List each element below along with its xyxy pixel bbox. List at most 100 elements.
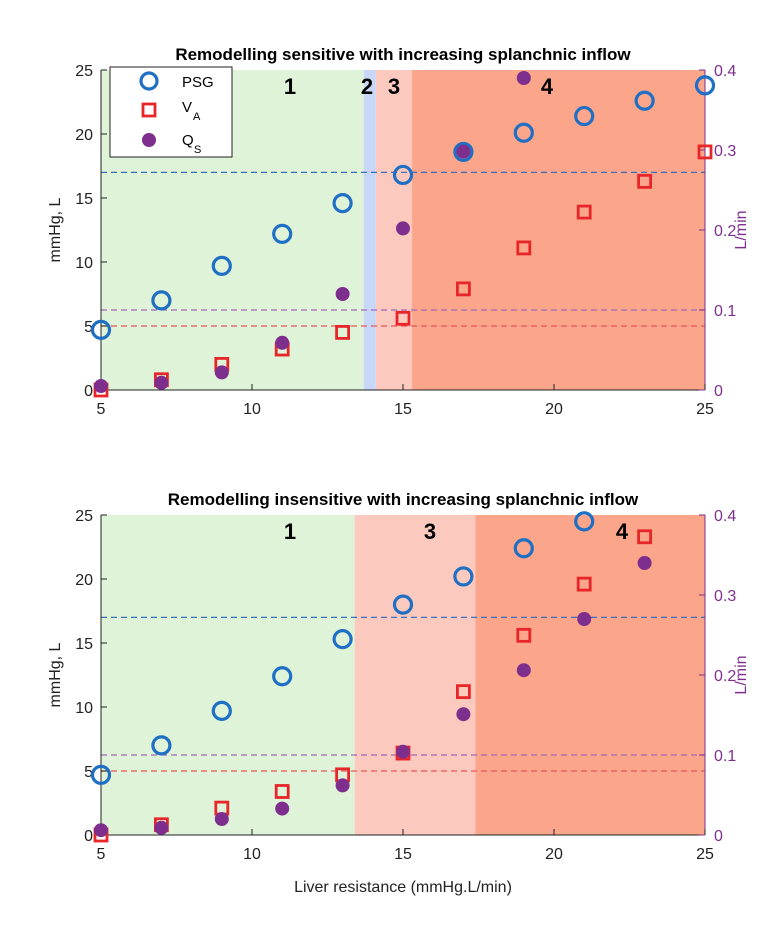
qs-point [516,71,531,85]
y-right-tick-label: 0.4 [714,63,736,80]
qs-point [214,365,229,380]
region-label-2: 2 [361,74,373,99]
psg-point [513,538,534,559]
psg-point [392,594,414,615]
psg-point [272,666,293,687]
chart-remodelling-sensitive: 1 2 3 45 10 15 20 25051015202500.10.20.30.4mmHg… [47,45,750,418]
va-point [274,784,290,799]
va-point [697,144,713,160]
region-4 [412,70,705,390]
x-axis-label: Liver resistance (mmHg.L/min) [294,879,512,896]
y-axis-label: mmHg, L [47,197,64,262]
region-label-3: 3 [424,519,436,544]
x-tick-label: 25 [696,401,714,418]
psg-point [453,141,474,163]
region-2 [363,70,376,390]
va-point [516,627,532,643]
y-axis-label: mmHg, L [47,642,64,707]
psg-point [90,764,112,785]
va-point [395,310,411,326]
region-label-4: 4 [616,519,629,544]
psg-point [634,90,655,111]
psg-point [392,164,414,186]
chart-title: Remodelling sensitive with increasing sp… [175,45,631,64]
legend-va-label: V [182,99,192,116]
region-label-3: 3 [388,74,400,99]
region-4 [475,515,705,835]
psg-point [513,122,534,143]
psg-point [90,319,112,340]
chart-remodelling-insensitive: 1 3 45 10 15 20 25051015202500.10.20.30.4mmHg,… [47,490,750,896]
y-right-tick-label: 0 [714,383,723,400]
legend-qs-subscript: S [194,144,201,156]
va-point [335,324,351,340]
y-right-tick-label: 0.3 [714,143,736,160]
y-tick-label: 20 [75,572,93,589]
y-right-tick-label: 0.1 [714,303,736,320]
x-tick-label: 20 [545,401,563,418]
psg-point [574,105,595,127]
y-tick-label: 5 [84,764,93,781]
region-label-1: 1 [284,74,296,99]
y-right-tick-label: 0.2 [714,668,736,685]
qs-point [456,707,471,722]
y-tick-label: 10 [75,700,93,717]
legend-box [109,66,233,158]
qs-point [456,144,471,159]
psg-point [211,700,232,721]
psg-point [694,75,716,96]
y-tick-label: 25 [75,63,93,80]
va-point [637,173,652,189]
qs-point [275,801,290,816]
legend-va-subscript: A [193,111,201,123]
psg-point [272,223,293,244]
x-tick-label: 5 [97,846,106,863]
x-tick-label: 5 [97,401,106,418]
va-point [576,576,592,592]
legend-qs-label: Q [182,132,194,149]
y-right-tick-label: 0.3 [714,588,736,605]
y-right-tick-label: 0 [714,828,723,845]
qs-point [516,663,531,678]
y-tick-label: 0 [84,828,93,845]
psg-point [453,566,474,587]
x-tick-label: 25 [696,846,714,863]
y-axis-right-label: L/min [733,210,750,249]
qs-point [154,820,169,835]
y-tick-label: 0 [84,383,93,400]
legend-qs-marker [142,133,156,147]
region-3 [354,515,476,835]
qs-point [275,335,290,350]
x-tick-label: 15 [394,401,412,418]
qs-point [396,221,410,236]
psg-point [332,629,353,650]
va-point [455,684,471,700]
region-label-4: 4 [541,74,554,99]
va-point [516,240,532,256]
qs-point [577,612,592,626]
chart-title: Remodelling insensitive with increasing … [168,490,639,509]
qs-point [335,287,350,301]
x-tick-label: 15 [394,846,412,863]
qs-point [335,778,350,793]
qs-point [94,823,108,838]
va-point [576,204,592,220]
legend-psg-marker [139,71,159,91]
region-1 [101,515,355,835]
y-tick-label: 15 [75,636,93,653]
y-tick-label: 15 [75,191,93,208]
psg-point [332,193,353,214]
y-tick-label: 20 [75,127,93,144]
x-tick-label: 10 [243,401,261,418]
qs-point [94,379,108,393]
qs-point [637,556,652,570]
qs-point [214,812,229,826]
y-tick-label: 25 [75,508,93,525]
y-right-tick-label: 0.4 [714,508,736,525]
va-point [455,281,471,297]
y-tick-label: 5 [84,319,93,336]
psg-point [151,290,172,311]
y-axis-right-label: L/min [733,655,750,694]
